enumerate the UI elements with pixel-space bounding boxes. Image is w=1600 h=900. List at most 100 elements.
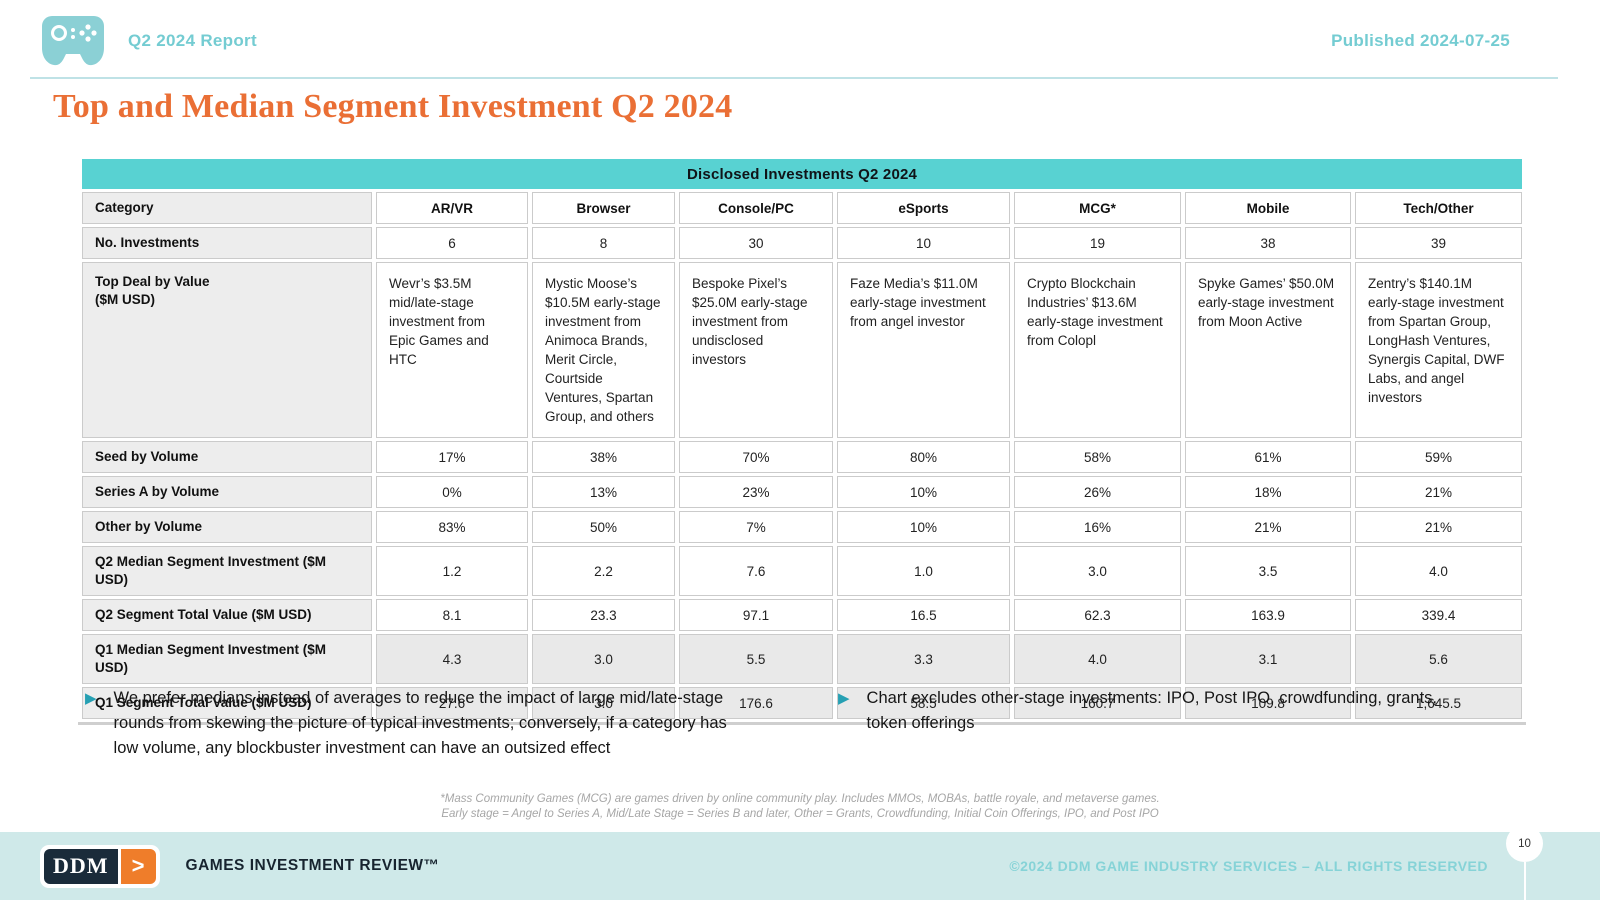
cell: 62.3 bbox=[1014, 599, 1181, 631]
cell: 6 bbox=[376, 227, 528, 259]
row-label: Q1 Segment Total Value ($M USD) bbox=[82, 687, 372, 719]
cell: 83% bbox=[376, 511, 528, 543]
cell: 4.0 bbox=[1355, 546, 1523, 596]
published-date: Published 2024-07-25 bbox=[1331, 31, 1510, 50]
cell: 80% bbox=[837, 441, 1010, 473]
footnote: *Mass Community Games (MCG) are games dr… bbox=[0, 792, 1600, 822]
cell: 0% bbox=[376, 476, 528, 508]
cell: 4.0 bbox=[1014, 634, 1181, 684]
notes-section: ▶ We prefer medians instead of averages … bbox=[85, 686, 1530, 761]
cell: 21% bbox=[1355, 476, 1523, 508]
cell: 16% bbox=[1014, 511, 1181, 543]
cell: 1.2 bbox=[376, 546, 528, 596]
header: Q2 2024 Report Published 2024-07-25 bbox=[40, 12, 1510, 70]
cell: 4.3 bbox=[376, 634, 528, 684]
cell: 5.5 bbox=[679, 634, 833, 684]
row-label: No. Investments bbox=[82, 227, 372, 259]
row-label: Top Deal by Value ($M USD) bbox=[82, 262, 372, 438]
investments-table-wrap: Disclosed Investments Q2 2024 Category A… bbox=[78, 156, 1523, 722]
cell: Zentry’s $140.1M early-stage investment … bbox=[1355, 262, 1523, 438]
cell: 23% bbox=[679, 476, 833, 508]
column-header: Console/PC bbox=[679, 192, 833, 224]
cell: 50% bbox=[532, 511, 675, 543]
table-row: Other by Volume 83% 50% 7% 10% 16% 21% 21% bbox=[82, 511, 1523, 543]
cell: 21% bbox=[1185, 511, 1351, 543]
chevron-right-icon: > bbox=[120, 848, 156, 884]
page-number-badge: 10 bbox=[1506, 825, 1543, 862]
cell: 30 bbox=[679, 227, 833, 259]
game-controller-icon bbox=[42, 16, 104, 66]
cell: 3.1 bbox=[1185, 634, 1351, 684]
cell: 3.3 bbox=[837, 634, 1010, 684]
table-row: No. Investments 6 8 30 10 19 38 39 bbox=[82, 227, 1523, 259]
cell: 3.0 bbox=[1014, 546, 1181, 596]
cell: 58% bbox=[1014, 441, 1181, 473]
column-header: Mobile bbox=[1185, 192, 1351, 224]
ddm-logo: DDM > bbox=[40, 844, 160, 888]
cell: 3.0 bbox=[532, 634, 675, 684]
bullet-triangle-icon: ▶ bbox=[838, 690, 850, 707]
note-text: Chart excludes other-stage investments: … bbox=[866, 689, 1437, 732]
cell: 59% bbox=[1355, 441, 1523, 473]
cell: 17% bbox=[376, 441, 528, 473]
cell: Crypto Blockchain Industries’ $13.6M ear… bbox=[1014, 262, 1181, 438]
cell: 58.5 bbox=[837, 687, 1010, 719]
column-header: Browser bbox=[532, 192, 675, 224]
note-text: We prefer medians instead of averages to… bbox=[113, 689, 727, 757]
footnote-line: Early stage = Angel to Series A, Mid/Lat… bbox=[441, 808, 1159, 820]
column-header-row: Category AR/VR Browser Console/PC eSports MC… bbox=[82, 192, 1523, 224]
cell: 10 bbox=[837, 227, 1010, 259]
footnote-line: *Mass Community Games (MCG) are games dr… bbox=[440, 793, 1160, 805]
cell: 3.0 bbox=[532, 687, 675, 719]
column-header: MCG* bbox=[1014, 192, 1181, 224]
cell: 38 bbox=[1185, 227, 1351, 259]
column-header: Tech/Other bbox=[1355, 192, 1523, 224]
cell: 23.3 bbox=[532, 599, 675, 631]
cell: 10% bbox=[837, 511, 1010, 543]
cell: 26% bbox=[1014, 476, 1181, 508]
cell: 10% bbox=[837, 476, 1010, 508]
row-label: Q2 Segment Total Value ($M USD) bbox=[82, 599, 372, 631]
cell: 39 bbox=[1355, 227, 1523, 259]
note-medians: ▶ We prefer medians instead of averages … bbox=[85, 686, 747, 761]
cell: 70% bbox=[679, 441, 833, 473]
cell: 160.7 bbox=[1014, 687, 1181, 719]
cell: 21% bbox=[1355, 511, 1523, 543]
row-label: Other by Volume bbox=[82, 511, 372, 543]
category-header: Category bbox=[82, 192, 372, 224]
footer: DDM > GAMES INVESTMENT REVIEW™ ©2024 DDM… bbox=[0, 825, 1600, 900]
cell: Bespoke Pixel’s $25.0M early-stage inves… bbox=[679, 262, 833, 438]
cell: 8 bbox=[532, 227, 675, 259]
cell: 5.6 bbox=[1355, 634, 1523, 684]
note-exclusions: ▶ Chart excludes other-stage investments… bbox=[838, 686, 1478, 761]
table-row: Q1 Median Segment Investment ($M USD) 4.3… bbox=[82, 634, 1523, 684]
ddm-logo-text: DDM bbox=[44, 848, 118, 884]
table-row: Q1 Segment Total Value ($M USD) 27.6 3.0 17… bbox=[82, 687, 1523, 719]
row-label: Series A by Volume bbox=[82, 476, 372, 508]
table-row: Q2 Segment Total Value ($M USD) 8.1 23.3 97… bbox=[82, 599, 1523, 631]
cell: Wevr’s $3.5M mid/late-stage investment f… bbox=[376, 262, 528, 438]
column-header: AR/VR bbox=[376, 192, 528, 224]
cell: 109.8 bbox=[1185, 687, 1351, 719]
investments-table: Disclosed Investments Q2 2024 Category A… bbox=[78, 156, 1526, 722]
cell: Faze Media’s $11.0M early-stage investme… bbox=[837, 262, 1010, 438]
cell: Mystic Moose’s $10.5M early-stage invest… bbox=[532, 262, 675, 438]
table-row: Series A by Volume 0% 13% 23% 10% 26% 18% 21% bbox=[82, 476, 1523, 508]
cell: 16.5 bbox=[837, 599, 1010, 631]
cell: 8.1 bbox=[376, 599, 528, 631]
cell: 27.6 bbox=[376, 687, 528, 719]
bullet-triangle-icon: ▶ bbox=[85, 690, 97, 707]
page-title: Top and Median Segment Investment Q2 202… bbox=[53, 88, 733, 125]
table-row: Top Deal by Value ($M USD) Wevr’s $3.5M m… bbox=[82, 262, 1523, 438]
cell: 19 bbox=[1014, 227, 1181, 259]
row-label: Q2 Median Segment Investment ($M USD) bbox=[82, 546, 372, 596]
footer-copyright: ©2024 DDM GAME INDUSTRY SERVICES – ALL R… bbox=[1009, 858, 1488, 874]
table-row: Seed by Volume 17% 38% 70% 80% 58% 61% 59% bbox=[82, 441, 1523, 473]
report-label: Q2 2024 Report bbox=[128, 31, 257, 50]
cell: 176.6 bbox=[679, 687, 833, 719]
cell: 1.0 bbox=[837, 546, 1010, 596]
cell: 38% bbox=[532, 441, 675, 473]
cell: 7.6 bbox=[679, 546, 833, 596]
cell: 3.5 bbox=[1185, 546, 1351, 596]
